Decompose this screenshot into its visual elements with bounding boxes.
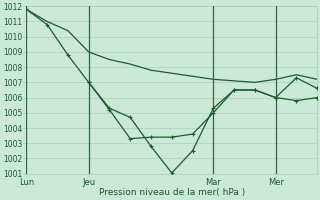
X-axis label: Pression niveau de la mer( hPa ): Pression niveau de la mer( hPa ): [99, 188, 245, 197]
